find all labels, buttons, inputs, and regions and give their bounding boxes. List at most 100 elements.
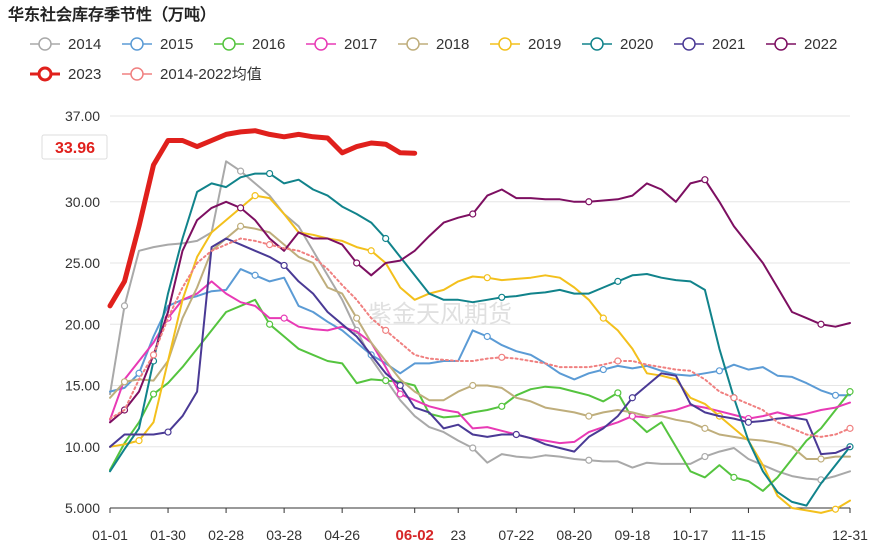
value-callout-box <box>41 134 108 160</box>
series-line-2017[interactable] <box>109 280 851 445</box>
legend-swatch-marker <box>498 37 512 51</box>
x-tick-label: 01-01 <box>92 527 128 543</box>
series-line-2022[interactable] <box>109 178 851 424</box>
series-marker-2019 <box>367 247 375 255</box>
legend-item-2014[interactable]: 2014 <box>30 36 101 53</box>
legend-item-2019[interactable]: 2019 <box>490 36 561 53</box>
series-marker-2015 <box>251 271 259 279</box>
series-marker-2015 <box>483 332 491 341</box>
y-tick-label: 5.000 <box>65 500 100 516</box>
legend-swatch-marker <box>38 37 52 51</box>
series-marker-2015 <box>831 391 840 399</box>
series-line-2019[interactable] <box>109 194 851 514</box>
series-line-2014[interactable] <box>109 160 851 481</box>
series-marker-2019 <box>251 192 259 200</box>
legend-item-2020[interactable]: 2020 <box>582 36 653 53</box>
series-marker-2022 <box>236 204 245 212</box>
legend-label: 2016 <box>252 36 285 53</box>
legend-label: 2019 <box>528 36 561 53</box>
series-line-2014-2022均值[interactable] <box>109 237 851 438</box>
x-tick-label: 11-15 <box>731 527 766 543</box>
legend-item-2021[interactable]: 2021 <box>674 36 745 53</box>
x-tick-label: 03-28 <box>266 527 302 543</box>
x-tick-label: 10-17 <box>672 527 708 543</box>
x-tick-label: 01-30 <box>150 527 186 543</box>
series-line-2016[interactable] <box>109 298 851 492</box>
series-marker-2018 <box>469 381 477 390</box>
series-marker-2015 <box>599 365 607 374</box>
series-marker-2020 <box>382 234 390 243</box>
series-marker-2021 <box>628 394 636 402</box>
series-marker-2015 <box>715 367 724 375</box>
y-tick-label: 20.00 <box>65 316 100 332</box>
watermark: 紫金天风期货 <box>368 300 512 328</box>
series-line-2023[interactable] <box>107 128 418 309</box>
legend-label: 2014-2022均值 <box>160 66 262 83</box>
legend-swatch-marker <box>774 37 788 51</box>
x-tick-label: 07-22 <box>498 527 534 543</box>
series-marker-2021 <box>280 261 288 270</box>
series-line-2020[interactable] <box>109 172 851 507</box>
series-marker-2021 <box>396 381 404 390</box>
legend-swatch-marker <box>130 37 144 51</box>
series-marker-2021 <box>512 430 520 439</box>
legend-swatch-marker <box>590 37 604 51</box>
legend-item-2016[interactable]: 2016 <box>214 36 285 53</box>
legend[interactable]: 2014 2015 2016 2017 2018 2019 2020 2021 2022 2023… <box>30 36 837 83</box>
series-marker-2014-2022均值 <box>846 424 854 432</box>
series-marker-2018 <box>120 378 129 386</box>
series-marker-2018 <box>701 424 709 432</box>
legend-label: 2018 <box>436 36 469 53</box>
series-marker-2019 <box>599 314 607 322</box>
legend-item-2014-2022均值[interactable]: 2014-2022均值 <box>122 66 262 83</box>
series-marker-2014-2022均值 <box>614 357 622 365</box>
series-marker-2019 <box>483 274 491 282</box>
series-marker-2019 <box>135 437 143 445</box>
series-marker-2014-2022均值 <box>382 326 390 334</box>
legend-item-2023[interactable]: 2023 <box>30 66 101 83</box>
series-marker-2020 <box>498 293 506 301</box>
y-axis: 37.00 30.00 25.00 20.00 15.00 10.00 5.000 <box>65 108 100 516</box>
x-tick-label: 08-20 <box>556 527 592 543</box>
series-marker-2019 <box>831 505 840 513</box>
legend-swatch-marker <box>222 37 236 51</box>
series-marker-2016 <box>266 320 274 328</box>
y-tick-label: 30.00 <box>65 194 100 210</box>
series-marker-2016 <box>498 402 506 410</box>
series-line-2018[interactable] <box>109 225 851 460</box>
x-tick-label: 09-18 <box>614 527 650 543</box>
series-marker-2018 <box>236 222 245 230</box>
legend-label: 2021 <box>712 36 745 53</box>
legend-label: 2020 <box>620 36 653 53</box>
x-axis: 01-01 01-30 02-28 03-28 04-26 06-02 23 07-22 08-… <box>92 507 868 544</box>
legend-item-2017[interactable]: 2017 <box>306 36 377 53</box>
x-tick-label: 23 <box>450 527 466 543</box>
series-marker-2014 <box>120 302 129 310</box>
series-marker-2022 <box>817 320 825 328</box>
legend-swatch-marker <box>130 67 144 81</box>
series-marker-2017 <box>280 314 288 322</box>
series-marker-2014 <box>236 167 245 175</box>
series-lines <box>107 128 854 514</box>
series-marker-2020 <box>614 277 622 285</box>
legend-label: 2023 <box>68 66 101 83</box>
series-marker-2014-2022均值 <box>266 241 274 249</box>
series-line-2021[interactable] <box>109 237 851 456</box>
series-line-2015[interactable] <box>109 268 851 397</box>
series-marker-2016 <box>149 390 158 398</box>
series-marker-2022 <box>701 176 709 184</box>
series-marker-2018 <box>353 314 361 322</box>
y-tick-label: 10.00 <box>65 439 100 455</box>
series-marker-2016 <box>730 473 738 481</box>
legend-item-2018[interactable]: 2018 <box>398 36 469 53</box>
series-marker-2022 <box>469 210 477 218</box>
legend-label: 2015 <box>160 36 193 53</box>
x-tick-label: 02-28 <box>208 527 244 543</box>
value-callout: 33.96 <box>41 134 108 160</box>
legend-item-2015[interactable]: 2015 <box>122 36 193 53</box>
x-tick-label-highlight: 06-02 <box>396 527 434 544</box>
legend-label: 2022 <box>804 36 837 53</box>
series-marker-2017 <box>628 412 636 420</box>
legend-item-2022[interactable]: 2022 <box>766 36 837 53</box>
